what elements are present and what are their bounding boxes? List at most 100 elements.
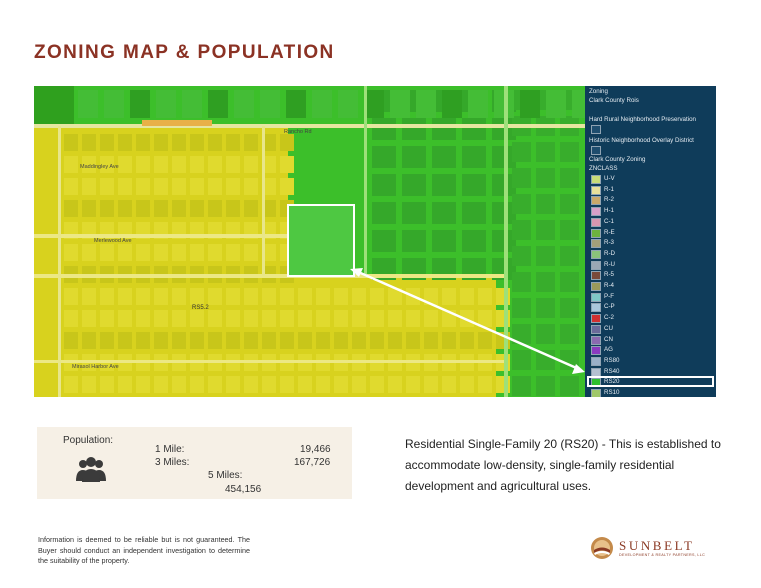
parcel-block xyxy=(262,332,276,349)
parcel-block xyxy=(64,376,78,393)
parcel-block xyxy=(390,90,410,118)
map-legend[interactable]: Zoning Clark County Rois Hard Rural Neig… xyxy=(585,86,716,397)
parcel-block xyxy=(208,200,222,217)
parcel-block xyxy=(536,350,555,370)
parcel-block xyxy=(372,146,396,168)
parcel-block xyxy=(402,230,426,252)
parcel-block xyxy=(190,244,204,261)
parcel-block xyxy=(560,142,579,162)
legend-class-label: CN xyxy=(604,335,613,343)
page-title: ZONING MAP & POPULATION xyxy=(34,42,335,63)
parcel-block xyxy=(172,134,186,151)
legend-swatch-r-1 xyxy=(591,185,601,195)
map-canvas[interactable] xyxy=(34,86,585,397)
parcel-block xyxy=(208,288,222,305)
disclaimer-text: Information is deemed to be reliable but… xyxy=(38,535,250,565)
parcel-block xyxy=(208,310,222,327)
parcel-block xyxy=(226,200,240,217)
parcel-block xyxy=(334,332,348,349)
legend-hard-rural-swatch xyxy=(591,125,601,134)
parcel-block xyxy=(460,332,474,349)
parcel-block xyxy=(190,288,204,305)
pop-radius-5: 5 Miles: xyxy=(208,470,243,481)
legend-swatch-r-u xyxy=(591,260,601,270)
parcel-block xyxy=(280,178,294,195)
parcel-block xyxy=(118,332,132,349)
legend-swatch-r-5 xyxy=(591,271,601,281)
pop-value-5: 454,156 xyxy=(225,484,262,495)
parcel-block xyxy=(208,156,222,173)
parcel-block xyxy=(298,288,312,305)
street-east xyxy=(504,86,508,397)
parcel-block xyxy=(154,134,168,151)
parcel-block xyxy=(432,202,456,224)
zoning-map[interactable]: RS5.2 Maddingley Ave Merlewood Ave Miras… xyxy=(34,86,716,397)
legend-class-label: H-1 xyxy=(604,207,614,215)
parcel-block xyxy=(572,90,585,118)
parcel-block xyxy=(118,178,132,195)
legend-class-label: CU xyxy=(604,324,613,332)
legend-swatch-u-v xyxy=(591,175,601,184)
parcel-block xyxy=(182,90,202,118)
parcel-block xyxy=(536,168,555,188)
parcel-block xyxy=(208,134,222,151)
parcel-block xyxy=(286,90,306,118)
parcel-block xyxy=(280,288,294,305)
parcel-block xyxy=(130,90,150,118)
parcel-block xyxy=(352,310,366,327)
parcel-block xyxy=(262,244,276,261)
parcel-block xyxy=(100,288,114,305)
parcel-block xyxy=(432,174,456,196)
parcel-block xyxy=(136,244,150,261)
parcel-block xyxy=(262,156,276,173)
parcel-block xyxy=(118,310,132,327)
parcel-block xyxy=(388,288,402,305)
legend-class-label: AG xyxy=(604,346,613,354)
parcel-block xyxy=(226,178,240,195)
parcel-block xyxy=(536,142,555,162)
legend-swatch-r-3 xyxy=(591,239,601,249)
parcel-block xyxy=(172,332,186,349)
parcel-block xyxy=(244,288,258,305)
parcel-block xyxy=(432,230,456,252)
parcel-block xyxy=(64,156,78,173)
parcel-block xyxy=(136,332,150,349)
parcel-block xyxy=(402,174,426,196)
parcel-block xyxy=(136,156,150,173)
legend-class-label: RS20 xyxy=(604,378,620,386)
parcel-block xyxy=(406,332,420,349)
legend-class-label: R-D xyxy=(604,249,615,257)
parcel-block xyxy=(432,146,456,168)
parcel-block xyxy=(190,178,204,195)
parcel-block xyxy=(442,288,456,305)
legend-class-label: R-2 xyxy=(604,196,614,204)
parcel-block xyxy=(388,376,402,393)
parcel-block xyxy=(560,246,579,266)
parcel-block xyxy=(560,376,579,396)
legend-znclass: ZNCLASS xyxy=(589,165,618,172)
parcel-block xyxy=(234,90,254,118)
parcel-block xyxy=(208,90,228,118)
parcel-block xyxy=(104,90,124,118)
parcel-block xyxy=(136,200,150,217)
parcel-block xyxy=(244,244,258,261)
legend-swatch-r-e xyxy=(591,228,601,238)
legend-county-zoning: Clark County Zoning xyxy=(589,156,646,163)
legend-swatch-rs40 xyxy=(591,367,601,377)
parcel-block xyxy=(280,376,294,393)
parcel-block xyxy=(364,90,384,118)
legend-class-label: R-1 xyxy=(604,185,614,193)
parcel-block xyxy=(402,146,426,168)
parcel-block xyxy=(208,244,222,261)
parcel-block xyxy=(370,332,384,349)
parcel-block xyxy=(64,332,78,349)
parcel-block xyxy=(512,220,531,240)
parcel-block xyxy=(154,244,168,261)
parcel-block xyxy=(100,332,114,349)
parcel-block xyxy=(136,134,150,151)
parcel-block xyxy=(424,288,438,305)
parcel-block xyxy=(154,376,168,393)
pop-radius-3: 3 Miles: xyxy=(155,457,190,468)
parcel-block xyxy=(172,310,186,327)
legend-swatch-ag xyxy=(591,346,601,356)
